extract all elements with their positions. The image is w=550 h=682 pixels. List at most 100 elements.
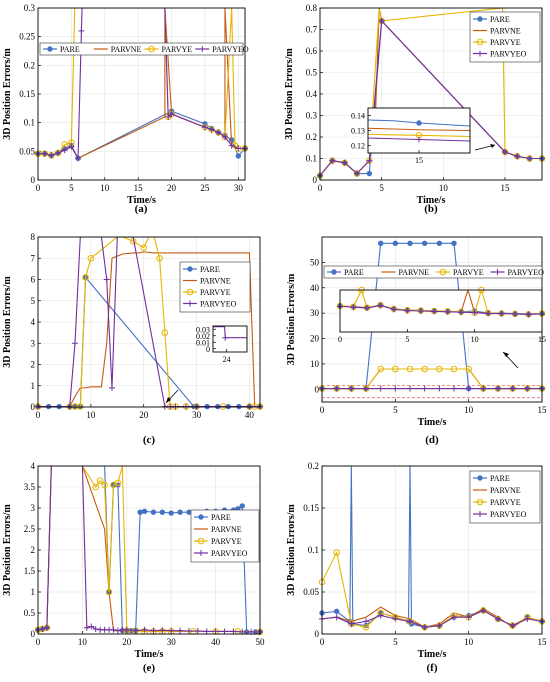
legend-entry-pare: PARE [327, 268, 364, 277]
legend-box [39, 42, 244, 56]
parvyeo-point [480, 385, 487, 392]
x-axis-label: Time/s [417, 195, 446, 206]
legend: PARE PARVNE PARVYE PARVYEO [469, 470, 541, 524]
y-tick-label: 3 [31, 338, 36, 348]
parvyeo-point [421, 385, 428, 392]
parvyeo-point [485, 310, 492, 317]
legend: PARE PARVNE PARVYE PARVYEO [39, 42, 249, 56]
parvyeo-point [132, 627, 139, 634]
y-axis-label: 3D Position Errors/m [284, 48, 295, 140]
parvyeo-point [363, 385, 369, 392]
parvye-point [465, 365, 472, 373]
legend: PARE PARVNE PARVYE PARVYEO [469, 11, 541, 63]
y-tick-label: 0.7 [306, 25, 318, 35]
legend-label: PARVNE [490, 486, 521, 495]
y-tick-label: 0.2 [306, 132, 317, 142]
parvyeo-point [421, 624, 428, 631]
legend-label: PARVYEO [200, 300, 237, 309]
parvye-point [377, 365, 384, 373]
legend-entry-parvye: PARVYE [183, 288, 231, 297]
parvyeo-point [78, 27, 85, 34]
legend-entry-parvne: PARVNE [381, 268, 429, 277]
legend-label: PARVNE [490, 27, 521, 36]
parvyeo-point [451, 385, 457, 392]
plot-frame [319, 7, 543, 181]
parvyeo-point [185, 628, 192, 635]
series-parvyeo [35, 8, 248, 162]
parvye-point [197, 537, 205, 545]
parvyeo-point [451, 614, 457, 621]
parvye-point [362, 623, 370, 631]
parvyeo-point [525, 311, 532, 318]
pare-point [137, 509, 143, 515]
parvyeo-point [509, 385, 516, 392]
legend-entry-parvne: PARVNE [473, 486, 521, 495]
x-tick-label: 10 [100, 183, 110, 193]
legend-label: PARVNE [200, 277, 231, 286]
pare-point [198, 514, 204, 520]
parvyeo-point [55, 150, 62, 157]
parvyeo-point [159, 627, 166, 634]
legend-entry-parvyeo: PARVYEO [473, 50, 527, 59]
parvyeo-point [417, 308, 424, 314]
series-line-parvye [38, 466, 260, 633]
x-tick-label: 0 [338, 335, 342, 344]
x-tick-label: 5 [379, 183, 384, 193]
y-tick-label: 30 [310, 308, 320, 318]
y-tick-label: 0.01 [196, 338, 210, 347]
y-tick-label: 0.02 [196, 332, 210, 341]
parvyeo-point [194, 628, 201, 635]
parvye-point [101, 481, 108, 489]
y-axis-label: 3D Position Errors/m [2, 48, 13, 140]
y-tick-label: 0 [206, 345, 210, 354]
legend-label: PARVYE [490, 38, 521, 47]
parvyeo-point [392, 385, 399, 392]
legend-entry-parvne: PARVNE [93, 45, 141, 54]
series-parvne [38, 251, 260, 407]
pare-point [477, 16, 483, 22]
parvye-point [161, 329, 169, 336]
parvyeo-point [512, 310, 519, 317]
parvyeo-point [168, 627, 175, 634]
legend-entry-parvye: PARVYE [473, 498, 521, 507]
parvyeo-point [333, 614, 340, 621]
legend-label: PARE [490, 474, 510, 483]
inset-frame [212, 325, 248, 353]
y-tick-label: 0.3 [24, 3, 36, 13]
legend-entry-pare: PARE [194, 513, 231, 522]
y-tick-label: 0.1 [308, 545, 319, 555]
parvyeo-point [83, 624, 90, 631]
x-tick-label: 5 [393, 637, 398, 647]
legend-label: PARVYE [162, 45, 193, 54]
legend: PARE PARVNE PARVYE PARVYEO [323, 265, 544, 279]
y-tick-label: 0.4 [306, 89, 318, 99]
x-tick-label: 0 [318, 183, 323, 193]
legend-label: PARE [211, 513, 231, 522]
y-tick-label: 2 [31, 545, 36, 555]
x-tick-label: 50 [256, 637, 266, 647]
parvyeo-point [378, 17, 385, 24]
x-tick-label: 15 [134, 183, 144, 193]
parvyeo-point [480, 607, 487, 614]
parvyeo-point [198, 550, 204, 556]
x-tick-label: 30 [192, 410, 202, 420]
x-tick-label: 10 [439, 183, 449, 193]
parvyeo-point [103, 276, 110, 283]
parvyeo-point [201, 124, 208, 131]
pare-point [187, 266, 193, 272]
legend-label: PARVYEO [490, 510, 527, 519]
x-tick-label: 20 [139, 410, 149, 420]
legend-label: PARVYEO [212, 45, 249, 54]
parvyeo-point [465, 385, 472, 392]
y-tick-label: 0.2 [24, 60, 35, 70]
series-line-parvyeo [213, 326, 247, 339]
x-tick-label: 10 [464, 637, 474, 647]
y-tick-label: 1.5 [24, 566, 36, 576]
parvye-point [105, 588, 113, 596]
parvyeo-point [444, 308, 451, 315]
x-tick-label: 0 [320, 637, 325, 647]
parvyeo-point [92, 625, 99, 632]
parvyeo-point [329, 157, 336, 164]
y-tick-label: 0.15 [303, 503, 319, 513]
parvye-point [87, 254, 95, 262]
